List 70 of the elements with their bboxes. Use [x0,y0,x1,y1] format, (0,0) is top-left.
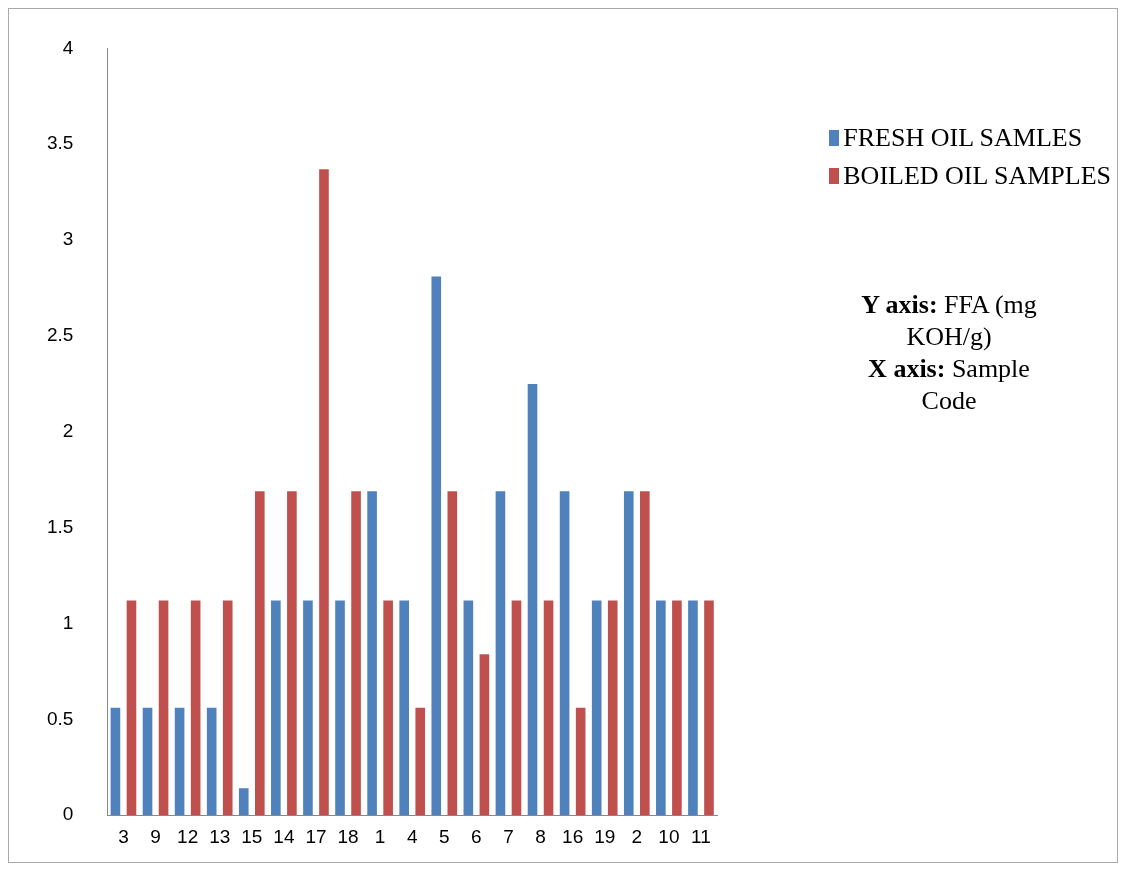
bar [527,383,538,816]
x-tick-label: 4 [406,825,418,847]
bar [110,707,121,816]
y-tick-label: 0 [62,803,74,825]
bar [287,491,297,816]
x-tick-label: 18 [337,825,359,847]
x-tick-label: 15 [241,825,263,847]
bar [271,600,281,816]
bar [672,600,682,816]
y-tick-label: 1 [62,611,74,633]
x-tick-label: 3 [118,825,129,847]
x-tick-label: 7 [503,825,514,847]
bar [190,600,201,816]
text: X axis: Sample Code [868,354,1030,415]
x-tick-label: 5 [439,825,450,847]
bar [303,600,313,816]
x-tick-label: 16 [562,825,584,847]
bar [479,654,490,816]
x-tick-label: 6 [471,825,482,847]
bar [688,600,698,816]
bar [335,600,345,816]
y-tick-label: 0.5 [46,707,74,729]
legend-label: BOILED OIL SAMPLES [843,160,1111,192]
bar [704,600,714,816]
bar [656,600,666,816]
bar [383,600,393,816]
bar [255,491,265,816]
x-tick-label: 17 [305,825,327,847]
bar [174,707,185,816]
legend-label: FRESH OIL SAMLES [843,122,1083,154]
bar [126,600,137,816]
y-tick-label: 4 [62,36,74,58]
bar [623,491,634,816]
bar [559,491,570,816]
bar [399,600,409,816]
y-tick-label: 3.5 [46,132,74,154]
bar [319,169,329,816]
bar [367,491,377,816]
bar [495,491,506,816]
bar [142,707,153,816]
x-tick-label: 2 [631,825,643,847]
y-tick-label: 2.5 [46,324,74,346]
bar [511,600,522,816]
x-tick-label: 14 [273,825,295,847]
x-tick-label: 10 [658,825,680,847]
x-tick-label: 8 [535,825,546,847]
y-tick-label: 2 [62,420,74,442]
bar [591,600,602,816]
bar [463,600,474,816]
x-tick-label: 11 [691,825,711,847]
x-tick-label: 13 [209,825,231,847]
x-tick-label: 1 [374,825,386,847]
x-tick-label: 9 [150,825,161,847]
bar [447,491,458,816]
text: Y axis: FFA (mg KOH/g) [861,290,1037,351]
y-tick-label: 3 [62,228,74,250]
x-tick-label: 19 [594,825,616,847]
x-tick-label: 12 [177,825,199,847]
y-tick-label: 1.5 [46,515,74,537]
bar [431,276,442,816]
bar [351,491,361,816]
bar [222,600,233,816]
bar [543,600,554,816]
bar [158,600,169,816]
bar [206,707,217,816]
bar [607,600,618,816]
bar [238,788,249,816]
bar [415,707,426,816]
bar [640,491,650,816]
bar [575,707,586,816]
